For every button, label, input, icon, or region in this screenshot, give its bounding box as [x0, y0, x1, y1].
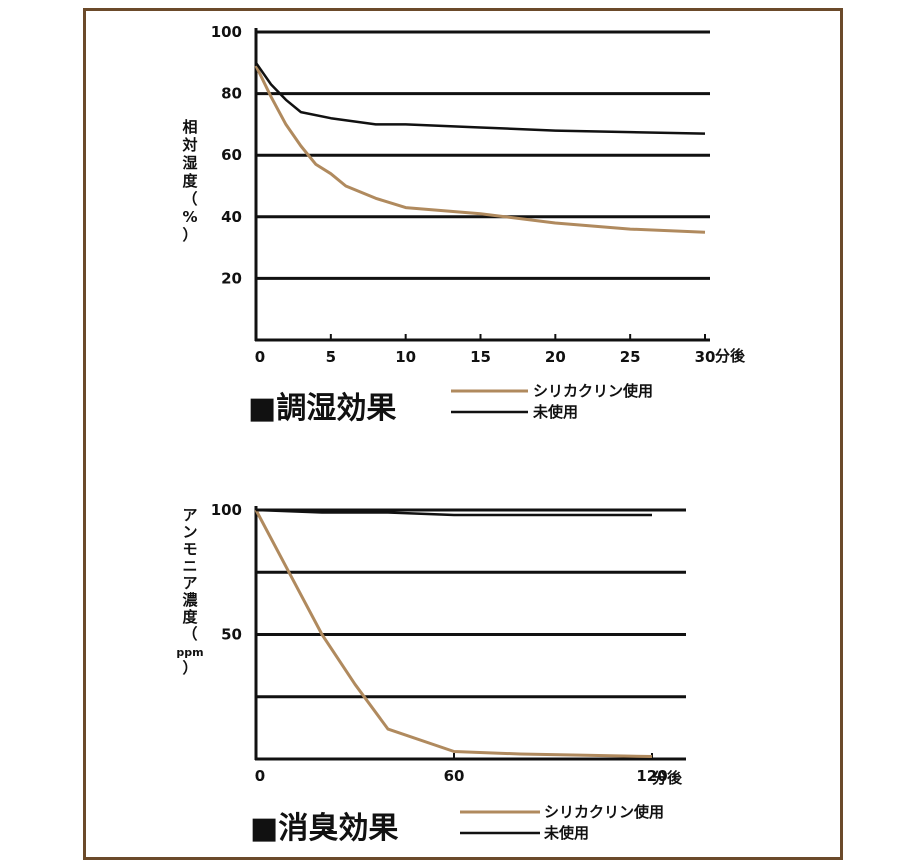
y-label-char: 度 — [182, 608, 198, 626]
x-tick-label: 30 — [695, 348, 716, 366]
x-tick-label: 60 — [444, 767, 465, 785]
series-line-treated — [254, 509, 653, 758]
y-label-char: % — [182, 208, 197, 226]
chart-frame — [83, 8, 843, 860]
humidity-legend: シリカクリン使用 未使用 — [451, 382, 653, 421]
series-line-untreated — [255, 508, 652, 517]
deodorize-x-unit: 分後 — [652, 769, 683, 787]
x-tick-label: 120 — [636, 767, 667, 785]
x-tick-label: 5 — [326, 348, 336, 366]
humidity-axes — [254, 28, 710, 342]
humidity-series — [254, 62, 706, 234]
deodorize-title: ■消臭効果 — [250, 811, 398, 846]
x-tick-label: 10 — [395, 348, 416, 366]
y-label-char: 湿 — [182, 154, 197, 172]
legend-label-untreated: 未使用 — [543, 824, 589, 842]
deodorize-axes — [254, 506, 686, 761]
series-line-treated — [254, 65, 706, 234]
y-label-char: ア — [182, 574, 197, 592]
y-label-char: 濃 — [182, 591, 198, 609]
legend-label-treated: シリカクリン使用 — [533, 382, 653, 400]
y-label-char: 対 — [181, 136, 197, 154]
deodorize-legend: シリカクリン使用 未使用 — [460, 803, 664, 842]
y-tick-label: 20 — [221, 269, 242, 287]
series-line-untreated — [254, 62, 706, 135]
humidity-title: ■調湿効果 — [248, 391, 396, 426]
x-tick-label: 15 — [470, 348, 491, 366]
deodorize-gridlines — [256, 508, 686, 699]
y-label-char: 相 — [182, 118, 197, 136]
y-label-char: ppm — [176, 646, 203, 659]
y-label-char: （ — [182, 190, 197, 208]
y-tick-label: 50 — [221, 626, 242, 644]
y-tick-label: 100 — [211, 501, 242, 519]
y-label-char: 度 — [182, 172, 198, 190]
deodorize-x-ticks: 0 60 120 — [255, 753, 668, 785]
y-label-char: ン — [182, 523, 197, 541]
y-tick-label: 100 — [211, 23, 242, 41]
x-tick-label: 0 — [255, 348, 265, 366]
humidity-x-unit: 分後 — [715, 347, 746, 365]
y-label-char: ） — [182, 659, 197, 677]
legend-label-treated: シリカクリン使用 — [544, 803, 664, 821]
y-label-char: ） — [182, 226, 197, 244]
y-tick-label: 80 — [221, 85, 242, 103]
y-label-char: （ — [182, 625, 197, 643]
deodorize-y-ticks: 50 100 — [211, 501, 242, 644]
humidity-y-ticks: 20 40 60 80 100 — [211, 23, 242, 287]
x-tick-label: 20 — [545, 348, 566, 366]
humidity-gridlines — [256, 30, 710, 280]
y-tick-label: 60 — [221, 146, 242, 164]
y-label-char: ニ — [182, 557, 197, 575]
x-tick-label: 0 — [255, 767, 265, 785]
deodorize-series — [254, 508, 653, 758]
y-label-char: ア — [182, 506, 197, 524]
legend-label-untreated: 未使用 — [532, 403, 578, 421]
y-label-char: モ — [182, 540, 197, 558]
x-tick-label: 25 — [620, 348, 641, 366]
y-tick-label: 40 — [221, 208, 242, 226]
humidity-x-ticks: 0 5 10 15 20 25 30 — [255, 334, 716, 366]
